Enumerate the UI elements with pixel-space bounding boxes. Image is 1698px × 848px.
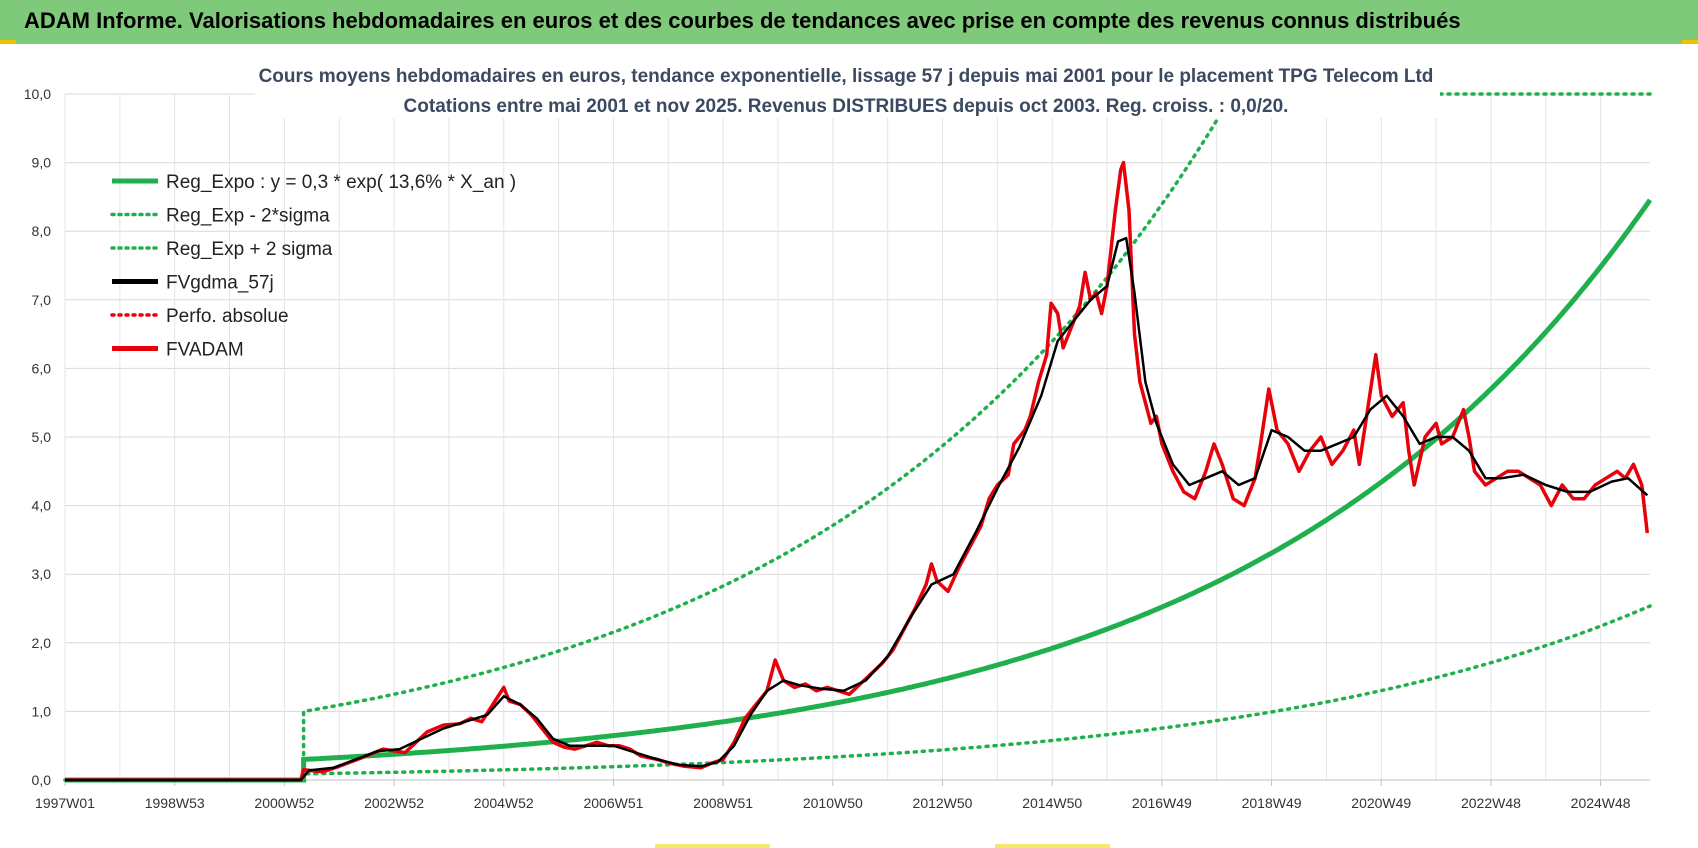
fvgdma-57j-line: [65, 236, 1649, 782]
page-title: ADAM Informe. Valorisations hebdomadaire…: [24, 8, 1461, 33]
legend-label: Reg_Exp + 2 sigma: [166, 239, 333, 260]
y-tick-label: 3,0: [32, 566, 52, 582]
corner-marker-left: [0, 40, 16, 44]
chart-title-line2: Cotations entre mai 2001 et nov 2025. Re…: [404, 96, 1289, 117]
legend-label: FVADAM: [166, 340, 244, 361]
x-tick-label: 1997W01: [35, 795, 95, 811]
y-tick-label: 6,0: [32, 360, 52, 376]
x-tick-label: 2006W51: [583, 795, 643, 811]
x-tick-label: 2020W49: [1351, 795, 1411, 811]
x-tick-label: 2000W52: [254, 795, 314, 811]
y-tick-label: 1,0: [32, 703, 52, 719]
y-tick-label: 0,0: [32, 772, 52, 788]
x-tick-label: 2022W48: [1461, 795, 1521, 811]
y-tick-label: 10,0: [24, 86, 51, 102]
reg-expo-line: [65, 198, 1653, 783]
reg-exp-minus-2sigma-line: [63, 604, 1652, 782]
chart-titles: Cours moyens hebdomadaires en euros, ten…: [255, 60, 1440, 118]
x-tick-label: 2024W48: [1571, 795, 1631, 811]
legend-label: Perfo. absolue: [166, 306, 289, 327]
x-tick-label: 1998W53: [145, 795, 205, 811]
x-tick-label: 2014W50: [1022, 795, 1082, 811]
legend-label: Reg_Exp - 2*sigma: [166, 206, 330, 227]
y-tick-label: 7,0: [32, 292, 52, 308]
x-tick-label: 2008W51: [693, 795, 753, 811]
bottom-marker: [655, 844, 770, 848]
y-tick-label: 9,0: [32, 155, 52, 171]
bottom-marker: [995, 844, 1110, 848]
chart: 0,0 1,0 2,0 3,0 4,0 5,0 6,0 7,0 8,0 9,0 10,0 1997W0…: [0, 44, 1698, 844]
x-tick-label: 2016W49: [1132, 795, 1192, 811]
reg-exp-plus-2sigma-line: [63, 92, 1235, 782]
legend-label: Reg_Expo : y = 0,3 * exp( 13,6% * X_an ): [166, 172, 516, 193]
x-tick-label: 2012W50: [913, 795, 973, 811]
legend-label: FVgdma_57j: [166, 273, 274, 294]
chart-title-line1: Cours moyens hebdomadaires en euros, ten…: [259, 66, 1434, 87]
x-tick-label: 2004W52: [474, 795, 534, 811]
x-tick-label: 2010W50: [803, 795, 863, 811]
y-tick-label: 2,0: [32, 635, 52, 651]
series-layer: [63, 92, 1653, 783]
y-tick-label: 5,0: [32, 429, 52, 445]
y-tick-label: 4,0: [32, 498, 52, 514]
legend: Reg_Expo : y = 0,3 * exp( 13,6% * X_an )…: [110, 172, 516, 361]
y-tick-label: 8,0: [32, 223, 52, 239]
title-background: [255, 60, 1440, 118]
header-bar: ADAM Informe. Valorisations hebdomadaire…: [0, 0, 1698, 45]
axes: 0,0 1,0 2,0 3,0 4,0 5,0 6,0 7,0 8,0 9,0 10,0 1997W0…: [24, 86, 1650, 811]
chart-background: [0, 44, 1698, 844]
x-tick-label: 2018W49: [1242, 795, 1302, 811]
x-tick-label: 2002W52: [364, 795, 424, 811]
